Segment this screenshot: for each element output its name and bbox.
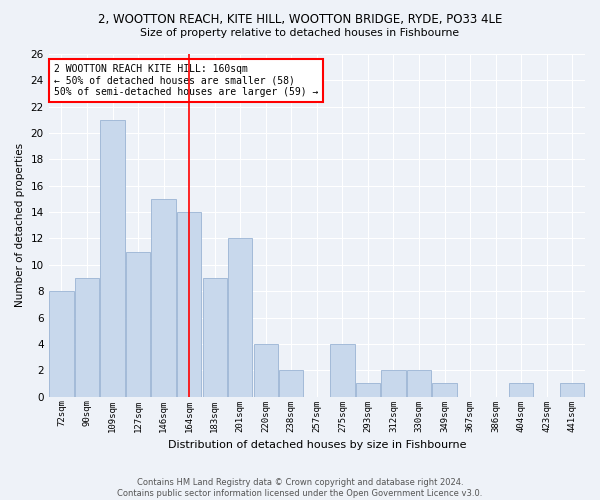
Bar <box>75 278 99 396</box>
Bar <box>382 370 406 396</box>
Bar <box>151 199 176 396</box>
Bar <box>356 384 380 396</box>
Bar <box>203 278 227 396</box>
Bar <box>49 291 74 397</box>
X-axis label: Distribution of detached houses by size in Fishbourne: Distribution of detached houses by size … <box>167 440 466 450</box>
Text: 2, WOOTTON REACH, KITE HILL, WOOTTON BRIDGE, RYDE, PO33 4LE: 2, WOOTTON REACH, KITE HILL, WOOTTON BRI… <box>98 12 502 26</box>
Bar <box>254 344 278 397</box>
Bar <box>126 252 150 396</box>
Bar <box>100 120 125 396</box>
Y-axis label: Number of detached properties: Number of detached properties <box>15 144 25 308</box>
Text: Contains HM Land Registry data © Crown copyright and database right 2024.
Contai: Contains HM Land Registry data © Crown c… <box>118 478 482 498</box>
Bar <box>330 344 355 397</box>
Bar <box>433 384 457 396</box>
Bar <box>279 370 304 396</box>
Bar <box>560 384 584 396</box>
Bar <box>177 212 201 396</box>
Text: Size of property relative to detached houses in Fishbourne: Size of property relative to detached ho… <box>140 28 460 38</box>
Text: 2 WOOTTON REACH KITE HILL: 160sqm
← 50% of detached houses are smaller (58)
50% : 2 WOOTTON REACH KITE HILL: 160sqm ← 50% … <box>54 64 319 98</box>
Bar <box>407 370 431 396</box>
Bar <box>228 238 253 396</box>
Bar <box>509 384 533 396</box>
